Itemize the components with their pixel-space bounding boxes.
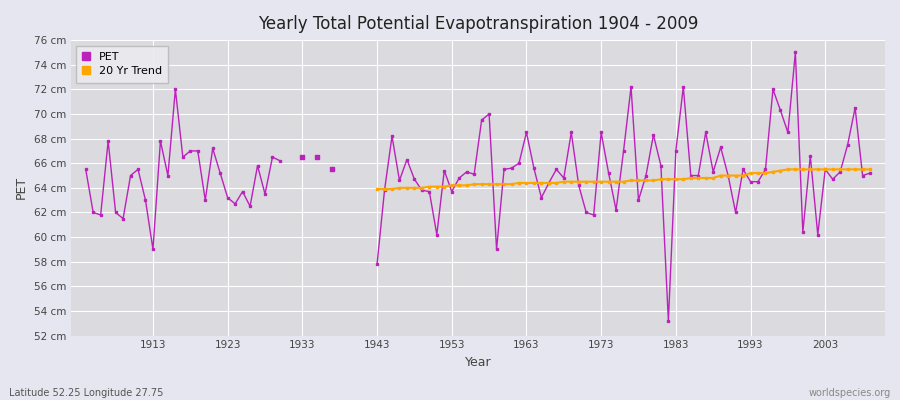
Title: Yearly Total Potential Evapotranspiration 1904 - 2009: Yearly Total Potential Evapotranspiratio…: [257, 15, 698, 33]
Legend: PET, 20 Yr Trend: PET, 20 Yr Trend: [76, 46, 168, 82]
X-axis label: Year: Year: [464, 356, 491, 369]
Point: [295, 154, 310, 160]
Text: Latitude 52.25 Longitude 27.75: Latitude 52.25 Longitude 27.75: [9, 388, 164, 398]
Text: worldspecies.org: worldspecies.org: [809, 388, 891, 398]
Point: [325, 166, 339, 172]
Point: [310, 154, 325, 160]
Y-axis label: PET: PET: [15, 176, 28, 200]
